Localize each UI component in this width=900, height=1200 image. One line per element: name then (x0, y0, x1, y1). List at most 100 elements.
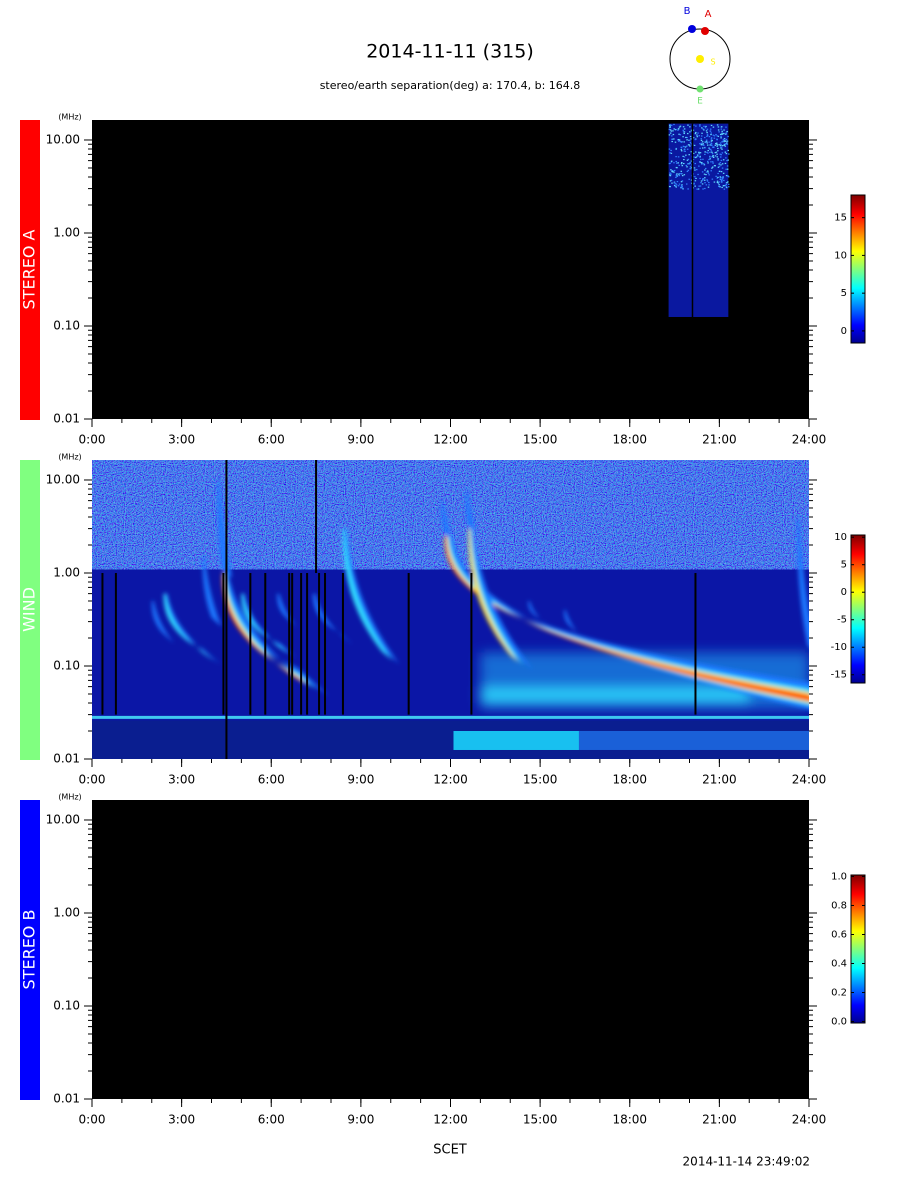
noise-pixel (680, 186, 683, 188)
noise-pixel (728, 153, 730, 155)
noise-pixel (684, 150, 686, 152)
noise-pixel (701, 163, 703, 165)
noise-pixel (683, 132, 685, 135)
noise-pixel (676, 173, 678, 175)
noise-pixel (701, 178, 704, 180)
noise-pixel (698, 185, 700, 187)
noise-pixel (715, 142, 717, 145)
noise-pixel (700, 158, 702, 161)
panel: STEREO A (MHz) 10.00 1.00 0.10 0.01 0:00 3:00 6:… (20, 113, 866, 447)
noise-pixel (692, 158, 695, 161)
noise-pixel (727, 149, 729, 152)
noise-pixel (669, 172, 671, 174)
noise-pixel (683, 148, 686, 150)
noise-pixel (696, 154, 699, 156)
noise-pixel (707, 162, 709, 164)
noise-pixel (725, 138, 728, 141)
noise-pixel (678, 133, 680, 135)
y-tick-label: 0.10 (53, 998, 80, 1012)
noise-pixel (717, 172, 719, 175)
orbit-diagram: B A S E (669, 6, 731, 107)
orbit-label: A (705, 9, 712, 20)
noise-pixel (712, 126, 715, 128)
stereo-a-dot (701, 27, 709, 35)
noise-pixel (678, 138, 680, 141)
burst (528, 601, 548, 626)
noise-pixel (705, 130, 708, 132)
noise-pixel (722, 176, 724, 178)
noise-pixel (722, 159, 725, 161)
noise-pixel (693, 182, 695, 184)
y-tick-label: 1.00 (53, 565, 80, 579)
noise-pixel (718, 131, 720, 133)
noise-pixel (685, 145, 688, 147)
noise-pixel (703, 173, 706, 175)
noise-pixel (723, 144, 725, 146)
noise-pixel (699, 147, 701, 149)
noise-pixel (722, 139, 725, 141)
noise-pixel (719, 133, 722, 136)
noise-pixel (698, 151, 700, 153)
noise-pixel (723, 185, 725, 187)
spectrogram (92, 460, 809, 759)
bursts (151, 480, 809, 710)
x-tick-label: 15:00 (523, 433, 558, 447)
noise-pixel (675, 166, 678, 169)
noise-pixel (680, 170, 683, 172)
noise-pixel (704, 179, 706, 181)
noise-pixel (699, 161, 701, 163)
noise-pixel (696, 188, 698, 190)
noise-pixel (671, 171, 674, 173)
noise-pixel (705, 173, 707, 176)
noise-pixel (700, 139, 703, 141)
noise-pixel (708, 158, 710, 161)
noise-pixel (717, 126, 720, 128)
noise-pixel (707, 171, 709, 173)
noise-pixel (670, 152, 673, 154)
noise-pixel (669, 126, 671, 128)
noise-pixel (721, 186, 723, 189)
noise-pixel (717, 135, 720, 137)
y-tick-label: 1.00 (53, 905, 80, 919)
noise-pixel (710, 170, 712, 172)
y-tick-label: 10.00 (46, 132, 80, 146)
noise-pixel (683, 162, 685, 165)
noise-pixel (712, 134, 715, 136)
noise-pixel (710, 132, 712, 134)
noise-pixel (727, 135, 729, 138)
noise-pixel (711, 167, 713, 169)
noise-pixel (669, 129, 672, 131)
noise-pixel (700, 138, 703, 140)
noise-pixel (710, 137, 713, 139)
colorbar-tick-label: 10 (834, 532, 847, 543)
noise-pixel (687, 158, 690, 160)
noise-pixel (718, 184, 720, 186)
noise-pixel (725, 186, 728, 189)
noise-pixel (687, 163, 689, 165)
noise-pixel (708, 184, 710, 186)
noise-pixel (708, 141, 710, 143)
noise-pixel (726, 165, 729, 167)
noise-pixel (720, 137, 722, 139)
noise-pixel (700, 162, 703, 164)
noise-pixel (681, 165, 684, 167)
noise-pixel (695, 156, 698, 158)
noise-pixel (711, 156, 713, 158)
noise-pixel (693, 167, 696, 169)
noise-pixel (694, 185, 696, 187)
noise-pixel (700, 182, 702, 184)
noise-pixel (716, 145, 718, 147)
noise-pixel (719, 156, 722, 158)
noise-pixel (669, 174, 671, 176)
noise-pixel (689, 168, 691, 170)
noise-pixel (704, 177, 706, 179)
noise-pixel (680, 149, 683, 151)
noise-pixel (717, 182, 720, 184)
noise-pixel (687, 169, 690, 171)
noise-pixel (699, 185, 702, 187)
noise-pixel (710, 142, 712, 144)
noise-pixel (717, 176, 719, 178)
noise-pixel (673, 169, 676, 172)
burst (564, 610, 578, 633)
noise-pixel (693, 183, 695, 185)
